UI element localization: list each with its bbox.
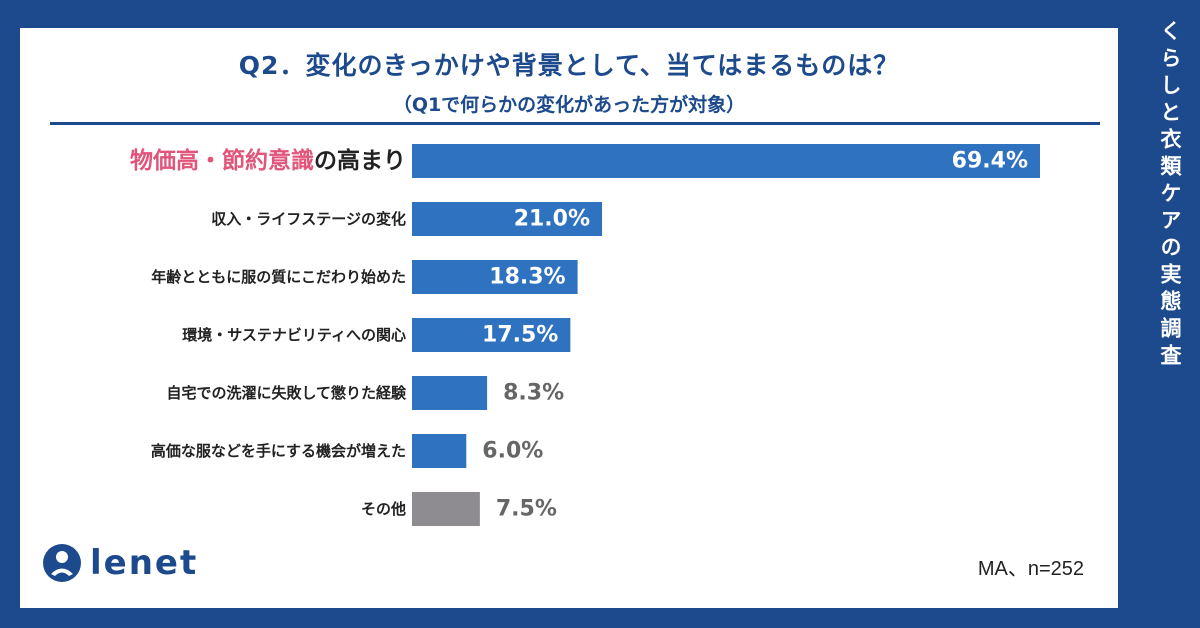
value-label-7: 7.5% (496, 497, 557, 522)
category-label-2: 収入・ライフステージの変化 (211, 210, 406, 228)
bar-4 (412, 318, 571, 352)
category-label-6: 高価な服などを手にする機会が増えた (151, 442, 406, 460)
sample-note: MA、n=252 (977, 558, 1084, 580)
chart-title: Q2．変化のきっかけや背景として、当てはまるものは？ (238, 51, 900, 80)
category-label-5: 自宅での洗濯に失敗して懲りた経験 (166, 384, 407, 402)
bar-1 (412, 144, 1040, 178)
value-label-6: 6.0% (482, 439, 543, 464)
logo-text: lenet (90, 543, 199, 583)
value-label-4: 17.5% (482, 323, 558, 348)
chart-card: Q2．変化のきっかけや背景として、当てはまるものは？ （Q1で何らかの変化があっ… (20, 28, 1118, 608)
bar-3 (412, 260, 578, 294)
bar-7 (412, 492, 480, 526)
lenet-logo-icon (43, 544, 81, 582)
category-label-highlight: 物価高・節約意識 (130, 147, 314, 174)
lenet-logo: lenet (42, 543, 198, 583)
value-label-5: 8.3% (503, 381, 564, 406)
category-label-1: 物価高・節約意識の高まり (130, 147, 406, 174)
value-label-1: 69.4% (952, 149, 1028, 174)
bar-6 (412, 434, 467, 468)
bar-2 (412, 202, 603, 236)
bar-chart: 物価高・節約意識の高まり 69.4% 収入・ライフステージの変化 21.0% 年齢ととも… (130, 144, 1040, 526)
survey-title: くらしと衣類ケアの実態調査 (1158, 20, 1182, 371)
category-label-3: 年齢とともに服の質にこだわり始めた (151, 268, 406, 286)
title-divider (50, 122, 1100, 125)
category-label-4: 環境・サステナビリティへの関心 (182, 326, 406, 344)
value-label-2: 21.0% (514, 207, 590, 232)
category-label-7: その他 (361, 500, 406, 518)
category-label-rest: の高まり (314, 147, 406, 174)
value-label-3: 18.3% (489, 265, 565, 290)
bar-5 (412, 376, 488, 410)
chart-subtitle: （Q1で何らかの変化があった方が対象） (392, 94, 746, 116)
